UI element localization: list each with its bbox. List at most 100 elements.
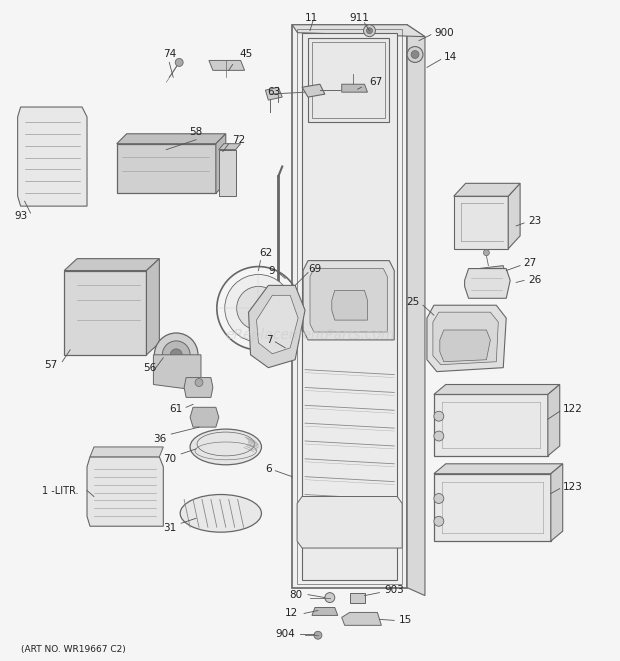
- Circle shape: [170, 349, 182, 361]
- Polygon shape: [551, 464, 563, 541]
- Polygon shape: [440, 330, 490, 362]
- Circle shape: [363, 24, 375, 36]
- Circle shape: [411, 50, 419, 58]
- Polygon shape: [434, 474, 551, 541]
- Polygon shape: [434, 385, 560, 395]
- Circle shape: [434, 411, 444, 421]
- Polygon shape: [508, 183, 520, 249]
- Polygon shape: [216, 134, 226, 193]
- Polygon shape: [146, 258, 159, 355]
- Text: 122: 122: [563, 405, 583, 414]
- Polygon shape: [342, 613, 381, 625]
- Polygon shape: [117, 143, 216, 193]
- Polygon shape: [407, 24, 425, 596]
- Polygon shape: [434, 464, 563, 474]
- Polygon shape: [190, 407, 219, 427]
- Text: 26: 26: [528, 276, 541, 286]
- Circle shape: [366, 28, 373, 34]
- Ellipse shape: [190, 429, 262, 465]
- Polygon shape: [87, 457, 163, 526]
- Text: 93: 93: [15, 211, 28, 221]
- Polygon shape: [312, 607, 338, 615]
- Text: 57: 57: [44, 360, 57, 369]
- Polygon shape: [64, 270, 146, 355]
- Text: 904: 904: [275, 629, 295, 639]
- Polygon shape: [548, 385, 560, 456]
- Text: 80: 80: [289, 590, 302, 600]
- Circle shape: [314, 631, 322, 639]
- Circle shape: [162, 341, 190, 369]
- Text: 31: 31: [163, 524, 176, 533]
- Polygon shape: [332, 290, 368, 320]
- Text: 9: 9: [268, 266, 275, 276]
- Text: 62: 62: [259, 248, 272, 258]
- Text: 69: 69: [308, 264, 321, 274]
- Text: (ART NO. WR19667 C2): (ART NO. WR19667 C2): [20, 644, 125, 654]
- Text: 36: 36: [153, 434, 166, 444]
- Text: 58: 58: [189, 127, 203, 137]
- Circle shape: [175, 58, 183, 66]
- Polygon shape: [427, 305, 506, 371]
- Polygon shape: [434, 395, 548, 456]
- Polygon shape: [308, 38, 389, 122]
- Circle shape: [237, 286, 280, 330]
- Polygon shape: [454, 183, 520, 196]
- Text: 70: 70: [163, 454, 176, 464]
- Polygon shape: [117, 134, 226, 143]
- Polygon shape: [219, 149, 236, 196]
- Polygon shape: [90, 447, 163, 457]
- Circle shape: [195, 379, 203, 387]
- Polygon shape: [292, 24, 407, 588]
- Polygon shape: [257, 295, 298, 354]
- Text: 74: 74: [162, 50, 176, 59]
- Circle shape: [154, 333, 198, 377]
- Polygon shape: [479, 266, 506, 282]
- Text: 23: 23: [528, 216, 541, 226]
- Text: 14: 14: [444, 52, 457, 63]
- Polygon shape: [64, 258, 159, 270]
- Circle shape: [434, 516, 444, 526]
- Text: 12: 12: [285, 608, 298, 619]
- Ellipse shape: [180, 494, 262, 532]
- Polygon shape: [184, 377, 213, 397]
- Text: 900: 900: [434, 28, 453, 38]
- Text: 67: 67: [370, 77, 383, 87]
- Text: 15: 15: [399, 615, 412, 625]
- Text: 27: 27: [523, 258, 536, 268]
- Text: 63: 63: [267, 87, 280, 97]
- Text: 123: 123: [563, 482, 583, 492]
- Text: 61: 61: [170, 405, 183, 414]
- Polygon shape: [302, 84, 325, 97]
- Text: 1 -LITR.: 1 -LITR.: [42, 486, 79, 496]
- Polygon shape: [219, 143, 241, 149]
- Text: 56: 56: [143, 363, 156, 373]
- Polygon shape: [302, 32, 397, 580]
- Circle shape: [225, 274, 292, 342]
- Polygon shape: [17, 107, 87, 206]
- Circle shape: [434, 431, 444, 441]
- Polygon shape: [433, 312, 498, 365]
- Polygon shape: [153, 355, 201, 389]
- Polygon shape: [310, 268, 388, 332]
- Polygon shape: [297, 496, 402, 548]
- Text: 6: 6: [266, 464, 272, 474]
- Polygon shape: [209, 60, 245, 70]
- Text: 72: 72: [232, 135, 246, 145]
- Circle shape: [434, 494, 444, 504]
- Polygon shape: [464, 268, 510, 298]
- Polygon shape: [292, 24, 425, 36]
- Circle shape: [484, 250, 489, 256]
- Polygon shape: [265, 87, 282, 100]
- Text: 903: 903: [384, 585, 404, 595]
- Text: 11: 11: [305, 13, 318, 23]
- Text: 7: 7: [266, 335, 272, 345]
- Polygon shape: [342, 84, 368, 92]
- Text: 25: 25: [405, 297, 419, 307]
- Text: 911: 911: [350, 13, 370, 23]
- Polygon shape: [249, 286, 305, 368]
- Polygon shape: [350, 593, 365, 603]
- Circle shape: [325, 593, 335, 603]
- Circle shape: [407, 46, 423, 62]
- Text: eReplacementParts.com: eReplacementParts.com: [225, 328, 395, 342]
- Text: 45: 45: [239, 50, 252, 59]
